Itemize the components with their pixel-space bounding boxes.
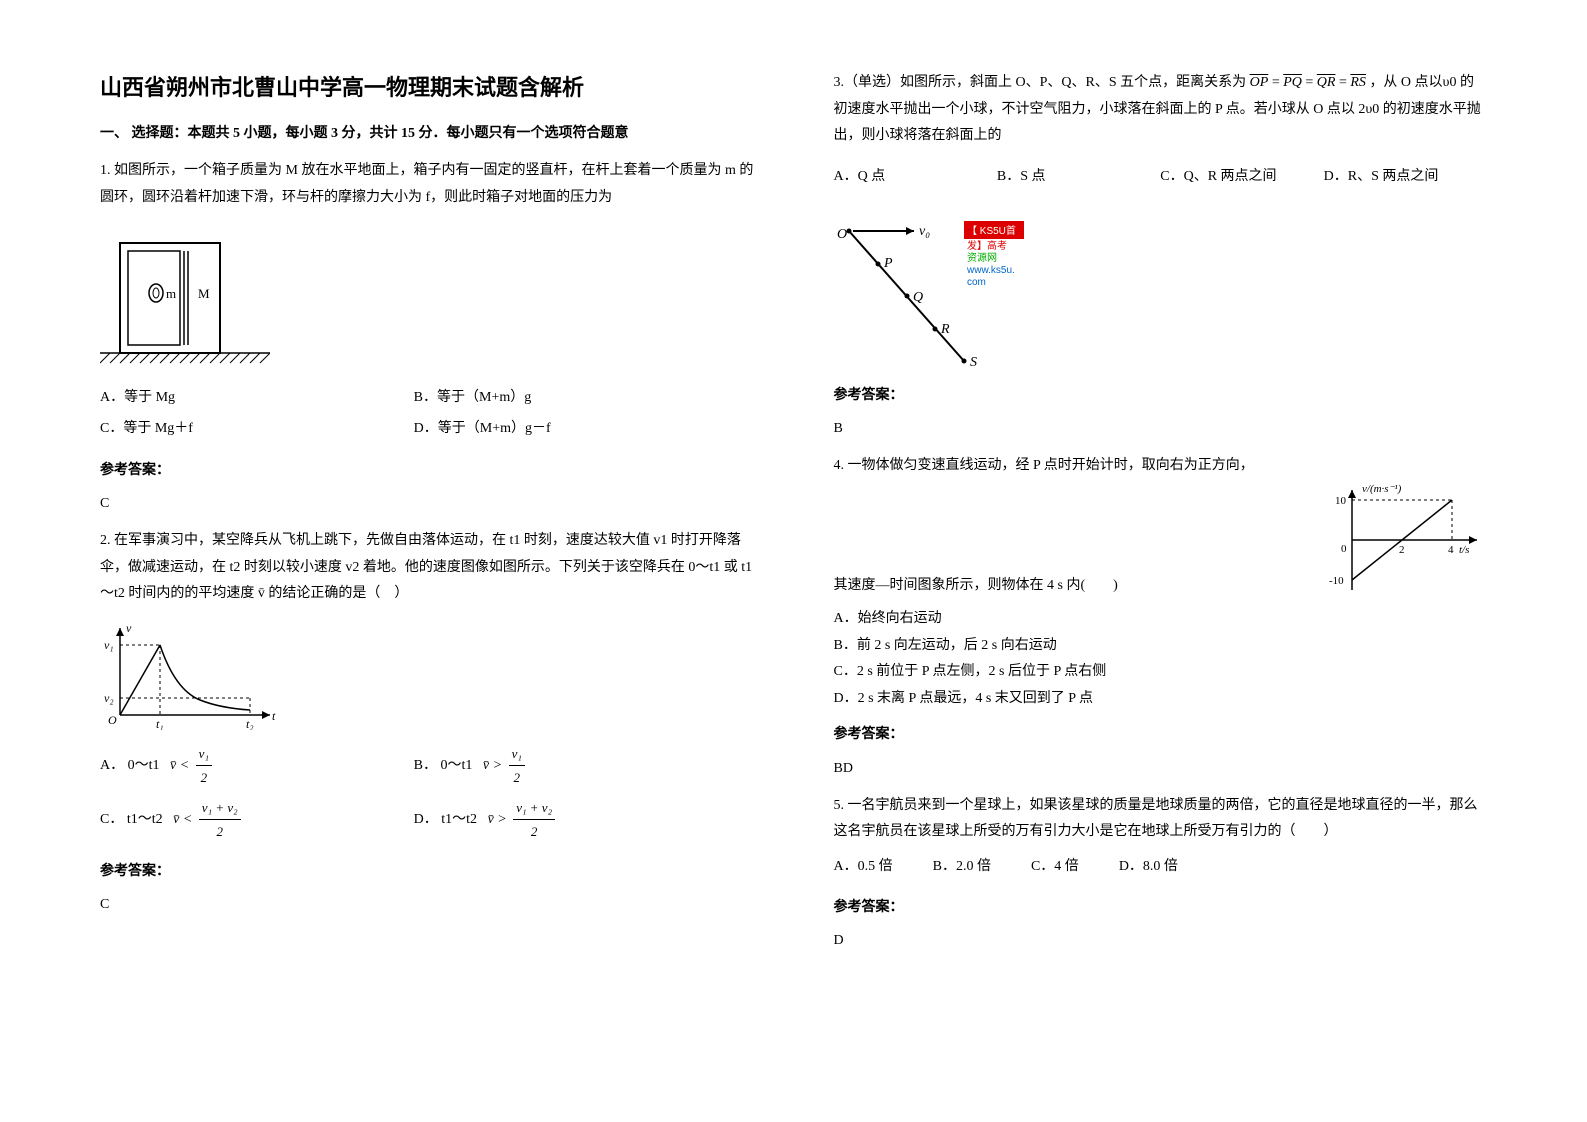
- q5-ans: D: [834, 928, 1488, 953]
- q2-optB-pre: B． 0～t1: [414, 758, 473, 773]
- q4-x4: 4: [1448, 544, 1454, 556]
- fig3-wm2: 发】高考: [967, 239, 1007, 252]
- q4-x2: 2: [1399, 544, 1405, 556]
- q2-optA: A． 0～t1 v̄ < v₁2: [100, 742, 414, 790]
- q3-optA: A．Q 点: [834, 164, 997, 189]
- q1-ans-head: 参考答案：: [100, 458, 754, 483]
- fig2-t-axis: t: [272, 709, 276, 723]
- q4-ans-head: 参考答案：: [834, 722, 1488, 747]
- question-4: 4. 一物体做匀变速直线运动，经 P 点时开始计时，取向右为正方向， 其速度—时…: [834, 453, 1488, 780]
- q5-optB: B．2.0 倍: [933, 854, 991, 879]
- q1-optB: B．等于（M+m）g: [414, 385, 728, 410]
- q3-PQ: PQ: [1283, 75, 1302, 90]
- q3-optB: B．S 点: [997, 164, 1160, 189]
- q3-options: A．Q 点 B．S 点 C．Q、R 两点之间 D．R、S 两点之间: [834, 164, 1488, 195]
- q2-ans: C: [100, 892, 754, 917]
- q2-optB: B． 0～t1 v̄ > v₁2: [414, 742, 728, 790]
- fig2-t2: t₂: [246, 717, 254, 730]
- q3-ans-head: 参考答案：: [834, 383, 1488, 408]
- q4-text2: 其速度—时间图象所示，则物体在 4 s 内( ): [834, 573, 1298, 600]
- fig3-Q: Q: [913, 290, 923, 305]
- q3-RS: RS: [1350, 75, 1366, 90]
- q1-figure: m M: [100, 223, 754, 373]
- q1-ans: C: [100, 491, 754, 516]
- fig2-v1: v₁: [104, 638, 114, 652]
- fig3-wm4: www.ks5u.: [966, 265, 1015, 276]
- fig2-O: O: [108, 713, 117, 727]
- q2-optC: C． t1～t2 v̄ < v₁ + v₂2: [100, 796, 414, 844]
- q5-optA: A．0.5 倍: [834, 854, 893, 879]
- fig3-O: O: [837, 227, 847, 242]
- q3-text-before: 3.（单选）如图所示，斜面上 O、P、Q、R、S 五个点，距离关系为: [834, 75, 1250, 90]
- q2-options: A． 0～t1 v̄ < v₁2 B． 0～t1 v̄ > v₁2 C． t1～…: [100, 742, 754, 850]
- fig1-m-label: m: [166, 286, 176, 301]
- question-5: 5. 一名宇航员来到一个星球上，如果该星球的质量是地球质量的两倍，它的直径是地球…: [834, 793, 1488, 954]
- q2-optC-pre: C． t1～t2: [100, 812, 163, 827]
- q4-optD: D．2 s 末离 P 点最远，4 s 末又回到了 P 点: [834, 686, 1488, 713]
- page-title: 山西省朔州市北曹山中学高一物理期末试题含解析: [100, 70, 754, 102]
- q4-optB: B．前 2 s 向左运动，后 2 s 向右运动: [834, 633, 1488, 660]
- q4-p10: 10: [1335, 495, 1347, 507]
- question-2: 2. 在军事演习中，某空降兵从飞机上跳下，先做自由落体运动，在 t1 时刻，速度…: [100, 528, 754, 918]
- q4-optC: C．2 s 前位于 P 点左侧，2 s 后位于 P 点右侧: [834, 659, 1488, 686]
- q3-OP: OP: [1250, 75, 1269, 90]
- fig3-v0: v₀: [919, 224, 930, 239]
- q3-ans: B: [834, 416, 1488, 441]
- left-column: 山西省朔州市北曹山中学高一物理期末试题含解析 一、 选择题：本题共 5 小题，每…: [100, 70, 754, 953]
- q4-zero: 0: [1341, 543, 1347, 555]
- q1-optA: A．等于 Mg: [100, 385, 414, 410]
- fig1-M-label: M: [198, 286, 210, 301]
- q2-optD-pre: D． t1～t2: [414, 812, 477, 827]
- fig3-wm3: 资源网: [967, 251, 997, 264]
- q3-figure: O v₀ P Q R S 【 KS5U首 发】高考 资源网 www.ks5u. …: [834, 211, 1488, 371]
- q2-ans-head: 参考答案：: [100, 859, 754, 884]
- q4-figure: v/(m·s⁻¹) 10 0 -10 2 4 t/s: [1317, 480, 1487, 600]
- q4-optA: A．始终向右运动: [834, 606, 1488, 633]
- right-column: 3.（单选）如图所示，斜面上 O、P、Q、R、S 五个点，距离关系为 OP = …: [834, 70, 1488, 953]
- q3-optD: D．R、S 两点之间: [1324, 164, 1487, 189]
- q2-optA-pre: A． 0～t1: [100, 758, 160, 773]
- section-1-head: 一、 选择题：本题共 5 小题，每小题 3 分，共计 15 分．每小题只有一个选…: [100, 122, 754, 142]
- fig3-P: P: [883, 256, 893, 271]
- question-1: 1. 如图所示，一个箱子质量为 M 放在水平地面上，箱子内有一固定的竖直杆，在杆…: [100, 158, 754, 516]
- fig3-S: S: [970, 355, 977, 370]
- q1-optC: C．等于 Mg＋f: [100, 416, 414, 441]
- q4-m10: -10: [1329, 575, 1344, 587]
- q5-optD: D．8.0 倍: [1119, 854, 1178, 879]
- fig2-v2: v₂: [104, 691, 114, 705]
- q5-optC: C．4 倍: [1031, 854, 1079, 879]
- q2-optD: D． t1～t2 v̄ > v₁ + v₂2: [414, 796, 728, 844]
- q3-QR: QR: [1317, 75, 1336, 90]
- q1-optD: D．等于（M+m）g－f: [414, 416, 728, 441]
- fig3-wm5: com: [967, 277, 986, 288]
- q4-ans: BD: [834, 756, 1488, 781]
- fig2-v-axis: v: [126, 621, 132, 635]
- q3-optC: C．Q、R 两点之间: [1160, 164, 1323, 189]
- q4-xlabel: t/s: [1459, 544, 1469, 556]
- q1-options: A．等于 Mg B．等于（M+m）g C．等于 Mg＋f D．等于（M+m）g－…: [100, 385, 754, 447]
- q4-ylabel: v/(m·s⁻¹): [1362, 483, 1402, 495]
- q5-options: A．0.5 倍 B．2.0 倍 C．4 倍 D．8.0 倍: [834, 854, 1488, 885]
- q4-inline-row: 其速度—时间图象所示，则物体在 4 s 内( ): [834, 480, 1488, 600]
- q3-text: 3.（单选）如图所示，斜面上 O、P、Q、R、S 五个点，距离关系为 OP = …: [834, 70, 1488, 150]
- q2-figure: v t O v₁ v₂ t₁ t₂: [100, 620, 754, 730]
- q5-ans-head: 参考答案：: [834, 895, 1488, 920]
- q4-text: 4. 一物体做匀变速直线运动，经 P 点时开始计时，取向右为正方向，: [834, 453, 1488, 480]
- q1-text: 1. 如图所示，一个箱子质量为 M 放在水平地面上，箱子内有一固定的竖直杆，在杆…: [100, 158, 754, 211]
- fig3-wm1: 【 KS5U首: [967, 224, 1016, 237]
- q5-text: 5. 一名宇航员来到一个星球上，如果该星球的质量是地球质量的两倍，它的直径是地球…: [834, 793, 1488, 846]
- fig3-R: R: [940, 322, 950, 337]
- q2-text: 2. 在军事演习中，某空降兵从飞机上跳下，先做自由落体运动，在 t1 时刻，速度…: [100, 528, 754, 608]
- question-3: 3.（单选）如图所示，斜面上 O、P、Q、R、S 五个点，距离关系为 OP = …: [834, 70, 1488, 441]
- fig2-t1: t₁: [156, 717, 164, 730]
